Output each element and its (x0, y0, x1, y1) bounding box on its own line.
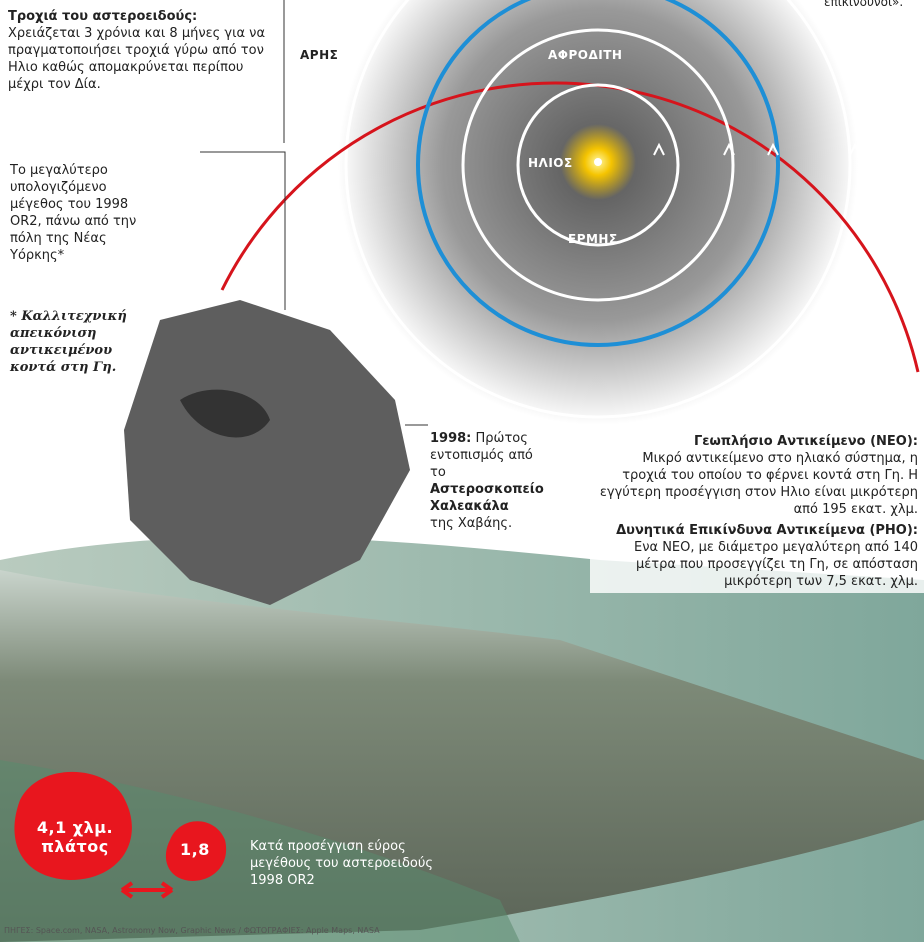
size-caption: Κατά προσέγγιση εύρος μεγέθους του αστερ… (250, 838, 460, 889)
size-note: Το μεγαλύτερο υπολογιζόμενο μέγεθος του … (10, 162, 160, 264)
def-text: Μικρό αντικείμενο στο ηλιακό σύστημα, η … (596, 450, 918, 518)
discovery-place: της Χαβάης. (430, 515, 550, 532)
sun-label: ΗΛΙΟΣ (528, 156, 573, 170)
venus-label: ΑΦΡΟΔΙΤΗ (548, 48, 622, 62)
orbit-title: Τροχιά του αστεροειδούς: (8, 8, 268, 25)
discovery-note: 1998: Πρώτος εντοπισμός από το Αστεροσκο… (430, 430, 550, 532)
def-title: Δυνητικά Επικίνδυνα Αντικείμενα (PHO): (596, 522, 918, 539)
space-glow (338, 0, 858, 425)
observatory: Αστεροσκοπείο Χαλεακάλα (430, 481, 550, 515)
fragment-text: επικίνδυνοι». (824, 0, 903, 11)
size-max: 4,1 χλμ. πλάτος (30, 818, 120, 856)
def-title: Γεωπλήσιο Αντικείμενο (NEO): (596, 433, 918, 450)
definitions: Γεωπλήσιο Αντικείμενο (NEO): Μικρό αντικ… (590, 430, 924, 593)
discovery-year: 1998: (430, 431, 471, 446)
mars-label: ΑΡΗΣ (300, 48, 338, 62)
orbit-text: Χρειάζεται 3 χρόνια και 8 μήνες για να π… (8, 25, 268, 93)
orbit-note: Τροχιά του αστεροειδούς: Χρειάζεται 3 χρ… (8, 8, 268, 93)
sources: ΠΗΓΕΣ: Space.com, NASA, Astronomy Now, G… (4, 926, 380, 936)
infographic: ΑΡΗΣ ΑΦΡΟΔΙΤΗ ΗΛΙΟΣ ΕΡΜΗΣ επικίνδυνοι». … (0, 0, 924, 942)
size-min: 1,8 (180, 840, 210, 859)
mercury-label: ΕΡΜΗΣ (568, 232, 618, 246)
def-text: Ενα NEO, με διάμετρο μεγαλύτερη από 140 … (596, 539, 918, 590)
sun-core (594, 158, 602, 166)
artist-note: * Καλλιτεχνική απεικόνιση αντικειμένου κ… (10, 308, 150, 376)
